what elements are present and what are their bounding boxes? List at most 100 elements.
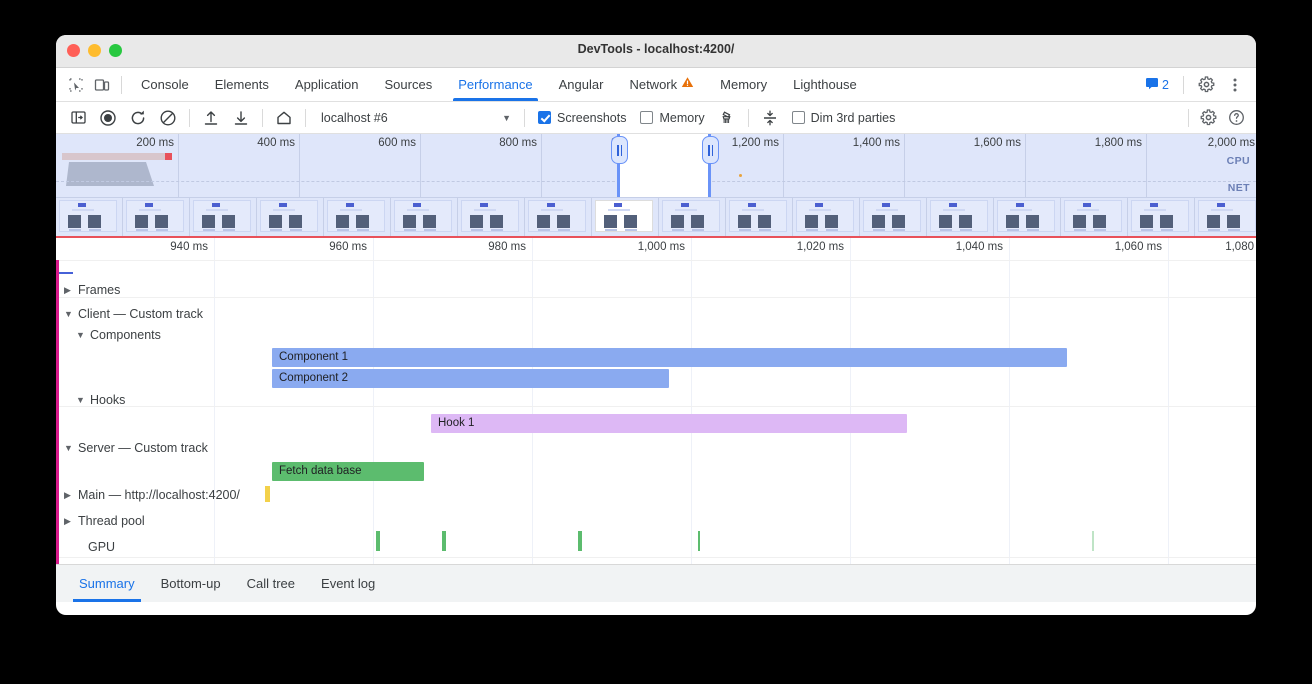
tab-elements[interactable]: Elements	[202, 68, 282, 101]
flame-chart[interactable]: ▶ Frames ▼ Client — Custom track ▼ Componen…	[56, 260, 1256, 564]
filmstrip-frame[interactable]	[1128, 198, 1195, 236]
gpu-event-marker[interactable]	[442, 531, 446, 551]
home-icon[interactable]	[270, 106, 298, 130]
screenshots-checkbox[interactable]: Screenshots	[532, 111, 632, 125]
capture-settings-icon[interactable]	[756, 106, 784, 130]
screenshot-thumbnail[interactable]	[595, 200, 653, 232]
tab-performance[interactable]: Performance	[445, 68, 545, 101]
expand-caret-icon[interactable]: ▶	[64, 284, 71, 295]
download-icon[interactable]	[227, 106, 255, 130]
track-frames[interactable]: ▶ Frames	[64, 283, 120, 297]
tab-bottom-up[interactable]: Bottom-up	[160, 576, 221, 591]
expand-caret-icon[interactable]: ▶	[64, 515, 71, 526]
close-window-button[interactable]	[67, 44, 80, 57]
message-count-badge[interactable]: 2	[1140, 76, 1174, 93]
reload-record-icon[interactable]	[124, 106, 152, 130]
recording-select[interactable]: localhost #6 ▼	[313, 107, 517, 129]
tab-sources[interactable]: Sources	[372, 68, 446, 101]
settings-gear-icon[interactable]	[1194, 106, 1222, 130]
overview-selection-right-edge[interactable]	[708, 134, 711, 197]
tab-angular[interactable]: Angular	[546, 68, 617, 101]
screenshot-thumbnail[interactable]	[863, 200, 921, 232]
filmstrip-frame[interactable]	[927, 198, 994, 236]
event-fetch-data-base[interactable]: Fetch data base	[272, 462, 424, 481]
filmstrip-frame[interactable]	[56, 198, 123, 236]
collapse-caret-icon[interactable]: ▼	[76, 395, 85, 405]
minimize-window-button[interactable]	[88, 44, 101, 57]
overview-left-drag-handle[interactable]	[611, 136, 628, 164]
clear-icon[interactable]	[154, 106, 182, 130]
filmstrip-frame[interactable]	[525, 198, 592, 236]
track-server[interactable]: ▼ Server — Custom track	[64, 441, 208, 455]
timeline-overview[interactable]: CPU NET 200 ms 400 ms 600 ms 800 ms 1,00…	[56, 134, 1256, 197]
screenshot-thumbnail[interactable]	[528, 200, 586, 232]
window-controls[interactable]	[67, 44, 122, 57]
screenshot-thumbnail[interactable]	[930, 200, 988, 232]
garbage-collect-icon[interactable]	[713, 106, 741, 130]
memory-checkbox[interactable]: Memory	[634, 111, 710, 125]
tab-network[interactable]: Network	[616, 68, 707, 101]
filmstrip-frame[interactable]	[860, 198, 927, 236]
collapse-caret-icon[interactable]: ▼	[76, 330, 85, 340]
track-thread-pool[interactable]: ▶ Thread pool	[64, 514, 145, 528]
screenshot-thumbnail[interactable]	[796, 200, 854, 232]
tab-call-tree[interactable]: Call tree	[246, 576, 296, 591]
filmstrip-frame[interactable]	[793, 198, 860, 236]
filmstrip-frame[interactable]	[659, 198, 726, 236]
collapse-caret-icon[interactable]: ▼	[64, 309, 73, 319]
overview-selection-left-edge[interactable]	[617, 134, 620, 197]
overview-selection-window[interactable]	[619, 134, 710, 197]
track-components[interactable]: ▼ Components	[76, 328, 161, 342]
event-hook-1[interactable]: Hook 1	[431, 414, 907, 433]
screenshot-thumbnail[interactable]	[1064, 200, 1122, 232]
screenshot-thumbnail[interactable]	[327, 200, 385, 232]
track-main[interactable]: ▶ Main — http://localhost:4200/	[64, 488, 240, 502]
filmstrip-frame[interactable]	[1061, 198, 1128, 236]
filmstrip-frame[interactable]	[123, 198, 190, 236]
sidebar-toggle-icon[interactable]	[64, 106, 92, 130]
screenshot-thumbnail[interactable]	[59, 200, 117, 232]
tab-memory[interactable]: Memory	[707, 68, 780, 101]
gpu-event-marker[interactable]	[376, 531, 380, 551]
tab-summary[interactable]: Summary	[66, 565, 148, 602]
tab-event-log[interactable]: Event log	[321, 576, 376, 591]
device-toolbar-icon[interactable]	[89, 74, 115, 96]
event-component-1[interactable]: Component 1	[272, 348, 1067, 367]
filmstrip-frame[interactable]	[391, 198, 458, 236]
screenshot-thumbnail[interactable]	[193, 200, 251, 232]
tab-application[interactable]: Application	[282, 68, 372, 101]
filmstrip-frame[interactable]	[994, 198, 1061, 236]
filmstrip-frame[interactable]	[190, 198, 257, 236]
screenshot-thumbnail[interactable]	[997, 200, 1055, 232]
filmstrip-frame[interactable]	[324, 198, 391, 236]
gpu-event-marker[interactable]	[698, 531, 700, 551]
collapse-caret-icon[interactable]: ▼	[64, 443, 73, 453]
screenshot-thumbnail[interactable]	[461, 200, 519, 232]
screenshot-thumbnail[interactable]	[126, 200, 184, 232]
dim-3rd-parties-checkbox[interactable]: Dim 3rd parties	[786, 111, 902, 125]
filmstrip[interactable]	[56, 197, 1256, 238]
screenshot-thumbnail[interactable]	[729, 200, 787, 232]
record-icon[interactable]	[94, 106, 122, 130]
track-client[interactable]: ▼ Client — Custom track	[64, 307, 203, 321]
event-component-2[interactable]: Component 2	[272, 369, 669, 388]
filmstrip-frame[interactable]	[592, 198, 659, 236]
filmstrip-frame[interactable]	[1195, 198, 1256, 236]
maximize-window-button[interactable]	[109, 44, 122, 57]
filmstrip-frame[interactable]	[257, 198, 324, 236]
gpu-event-marker[interactable]	[578, 531, 582, 551]
inspect-icon[interactable]	[63, 74, 89, 96]
screenshot-thumbnail[interactable]	[260, 200, 318, 232]
main-timeline-ruler[interactable]: 940 ms 960 ms 980 ms 1,000 ms 1,020 ms 1…	[56, 238, 1256, 260]
upload-icon[interactable]	[197, 106, 225, 130]
tab-console[interactable]: Console	[128, 68, 202, 101]
screenshot-thumbnail[interactable]	[662, 200, 720, 232]
screenshot-thumbnail[interactable]	[394, 200, 452, 232]
track-gpu[interactable]: GPU	[88, 540, 115, 554]
gpu-event-marker[interactable]	[1092, 531, 1094, 551]
overview-right-drag-handle[interactable]	[702, 136, 719, 164]
filmstrip-frame[interactable]	[458, 198, 525, 236]
tab-lighthouse[interactable]: Lighthouse	[780, 68, 870, 101]
screenshot-thumbnail[interactable]	[1131, 200, 1189, 232]
screenshot-thumbnail[interactable]	[1198, 200, 1256, 232]
